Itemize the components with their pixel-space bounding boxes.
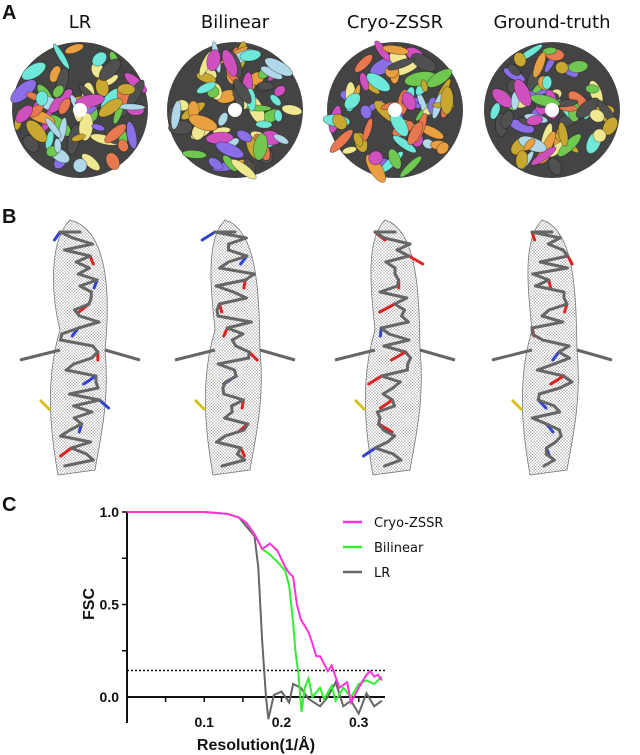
x-tick-label: 0.2 (272, 714, 292, 730)
panel-label-c: C (2, 494, 17, 516)
legend-label: LR (374, 566, 390, 581)
x-tick-label: 0.1 (195, 714, 215, 730)
legend-label: Bilinear (374, 541, 424, 556)
series-line-lr (127, 511, 383, 720)
panel-label-a: A (2, 2, 17, 24)
panel-label-b: B (2, 206, 17, 228)
sphere-map-2 (322, 40, 463, 183)
helix-model-2 (334, 219, 456, 476)
x-tick-label: 0.3 (349, 714, 369, 730)
helix-model-3 (491, 219, 613, 476)
density-map-renderings (10, 40, 620, 183)
sphere-map-0 (10, 42, 148, 178)
y-tick-label: 1.0 (100, 504, 120, 520)
column-label-cryo-zssr: Cryo-ZSSR (346, 12, 444, 33)
series-line-cryo-zssr (127, 511, 383, 706)
sphere-map-3 (484, 42, 620, 178)
y-axis-label: FSC (81, 588, 98, 620)
helix-model-1 (174, 219, 296, 476)
atomic-model-density-fits (19, 219, 613, 476)
y-tick-label: 0.0 (100, 689, 120, 705)
helix-model-0 (19, 219, 141, 476)
column-label-lr: LR (68, 12, 92, 33)
column-label-ground-truth: Ground-truth (493, 12, 611, 33)
legend-label: Cryo-ZSSR (374, 516, 443, 531)
x-axis-label: Resolution(1/Å) (197, 735, 315, 754)
column-label-bilinear: Bilinear (200, 12, 270, 33)
y-tick-label: 0.5 (100, 597, 120, 613)
sphere-map-1 (167, 41, 303, 180)
